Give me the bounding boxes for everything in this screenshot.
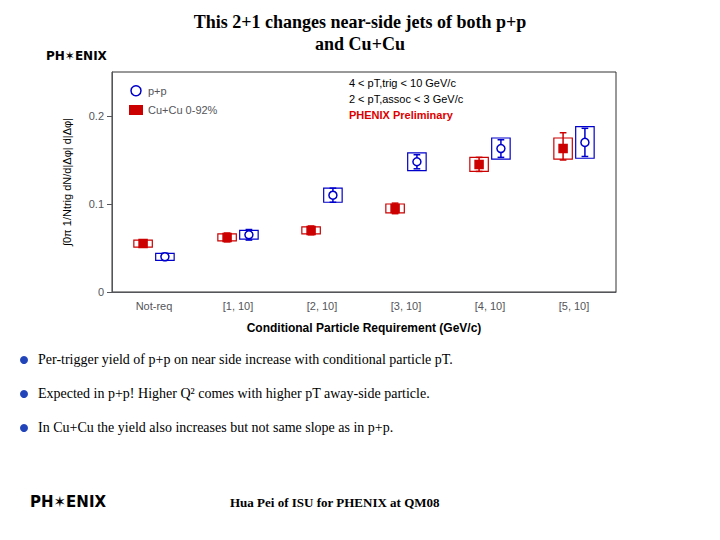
svg-text:[1, 10]: [1, 10] xyxy=(223,300,254,312)
svg-text:0: 0 xyxy=(98,286,104,298)
svg-text:[5, 10]: [5, 10] xyxy=(559,300,590,312)
svg-text:Per-trigger yield of p+p on ne: Per-trigger yield of p+p on near side in… xyxy=(38,352,453,367)
svg-text:∫0π 1/Ntrig dN/d|Δφ| d|Δφ|: ∫0π 1/Ntrig dN/d|Δφ| d|Δφ| xyxy=(61,118,74,247)
svg-text:0.1: 0.1 xyxy=(89,198,104,210)
svg-text:0.2: 0.2 xyxy=(89,110,104,122)
svg-text:p+p: p+p xyxy=(148,85,167,97)
svg-text:[2, 10]: [2, 10] xyxy=(307,300,338,312)
svg-text:PHENIX Preliminary: PHENIX Preliminary xyxy=(349,109,454,121)
svg-text:Cu+Cu 0-92%: Cu+Cu 0-92% xyxy=(148,104,218,116)
svg-text:4 < pT,trig < 10 GeV/c: 4 < pT,trig < 10 GeV/c xyxy=(349,77,457,89)
svg-text:PH✶ENIX: PH✶ENIX xyxy=(30,493,106,511)
svg-text:PH✶ENIX: PH✶ENIX xyxy=(46,49,108,63)
svg-text:[4, 10]: [4, 10] xyxy=(475,300,506,312)
svg-text:This 2+1 changes near-side jet: This 2+1 changes near-side jets of both … xyxy=(194,12,526,32)
svg-text:Hua Pei of ISU for PHENIX at Q: Hua Pei of ISU for PHENIX at QM08 xyxy=(230,495,440,510)
svg-text:In Cu+Cu the yield also increa: In Cu+Cu the yield also increases but no… xyxy=(38,420,393,435)
svg-text:Not-req: Not-req xyxy=(136,300,173,312)
svg-text:and Cu+Cu: and Cu+Cu xyxy=(315,34,405,54)
svg-text:Conditional Particle Requireme: Conditional Particle Requirement (GeV/c) xyxy=(247,321,482,335)
svg-text:[3, 10]: [3, 10] xyxy=(391,300,422,312)
svg-text:2 < pT,assoc < 3 GeV/c: 2 < pT,assoc < 3 GeV/c xyxy=(349,93,464,105)
svg-text:Expected in p+p! Higher Q² com: Expected in p+p! Higher Q² comes with hi… xyxy=(38,386,430,401)
